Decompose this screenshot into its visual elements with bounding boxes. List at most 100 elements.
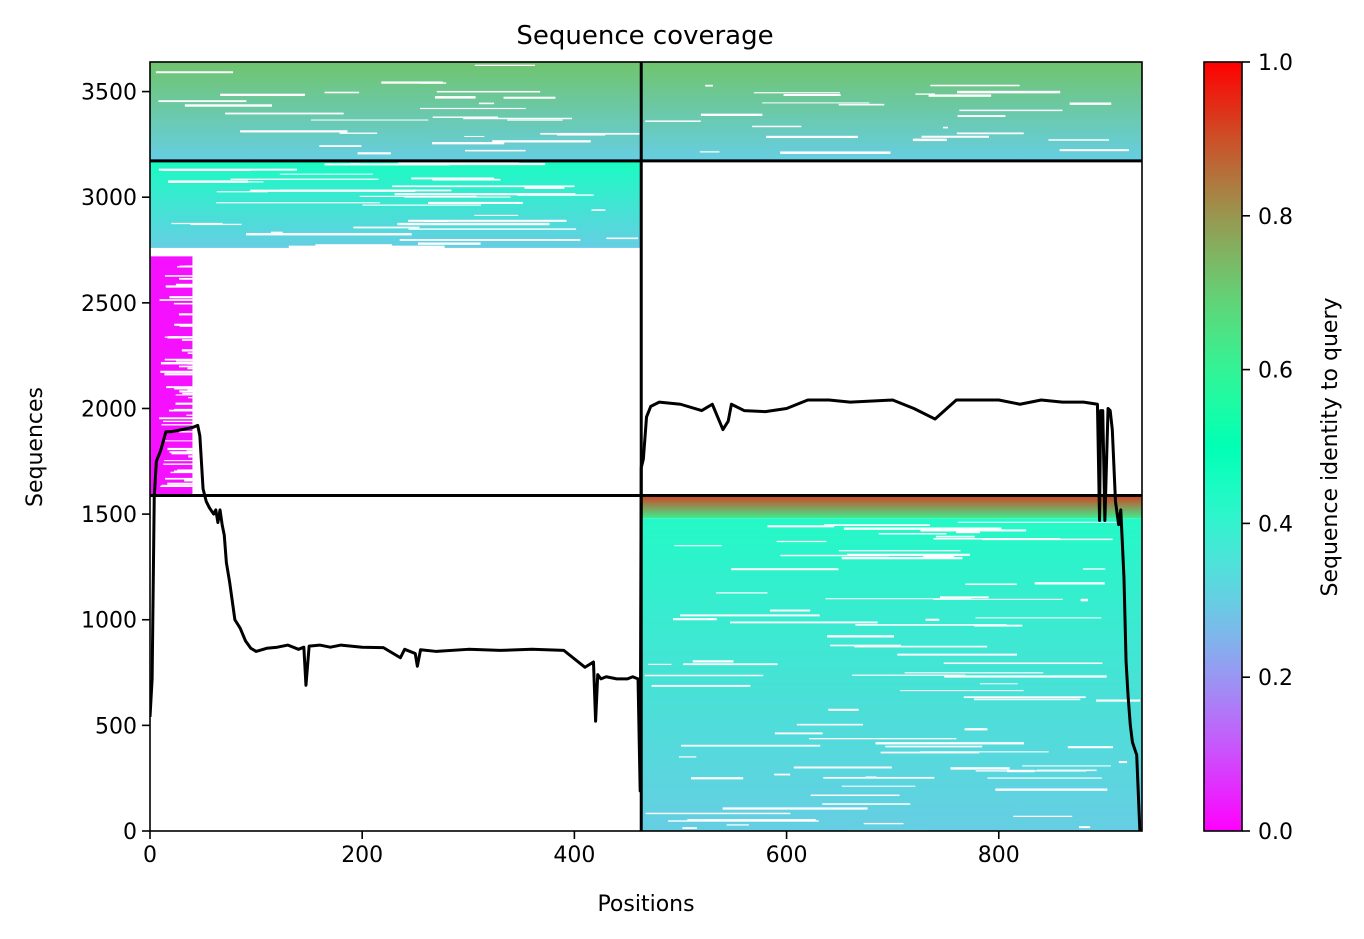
y-tick-label: 2500: [81, 292, 137, 317]
coverage-gap: [503, 96, 556, 99]
coverage-gap: [647, 663, 672, 665]
x-tick-label: 400: [553, 843, 595, 868]
coverage-gap: [1013, 815, 1073, 818]
colorbar-label: Sequence identity to query: [1318, 297, 1343, 596]
coverage-gap: [167, 180, 249, 183]
coverage-gap: [752, 125, 802, 128]
coverage-gap: [171, 452, 193, 455]
coverage-gap: [943, 126, 948, 129]
coverage-gap: [315, 244, 393, 247]
coverage-gap: [730, 621, 878, 624]
coverage-gap: [169, 451, 193, 453]
coverage-gap: [1067, 746, 1113, 749]
coverage-gap: [394, 193, 576, 196]
coverage-gap: [174, 408, 193, 411]
coverage-gap: [165, 440, 193, 442]
coverage-gap: [935, 535, 975, 538]
coverage-gap: [167, 447, 193, 451]
coverage-gap: [170, 471, 193, 474]
coverage-gap: [474, 214, 519, 216]
coverage-gap: [177, 266, 193, 268]
coverage-gap: [875, 742, 1025, 745]
coverage-gap: [174, 323, 193, 326]
coverage-gap: [404, 196, 511, 198]
coverage-gap: [173, 470, 193, 473]
coverage-gap: [824, 524, 930, 526]
coverage-gap: [230, 178, 379, 180]
coverage-gap: [1059, 149, 1129, 152]
coverage-gap: [793, 766, 892, 769]
coverage-gap: [270, 231, 283, 234]
coverage-gap: [939, 596, 989, 599]
coverage-gap: [163, 463, 193, 465]
coverage-gap: [964, 728, 988, 731]
coverage-gap: [1079, 826, 1091, 829]
coverage-gap: [774, 732, 823, 735]
coverage-gap: [863, 822, 904, 825]
coverage-gap: [159, 417, 193, 420]
x-axis-ticks: 0 200 400 600 800: [143, 831, 1020, 868]
coverage-gap: [963, 696, 1086, 699]
coverage-gap: [408, 228, 577, 230]
coverage-gap: [175, 283, 193, 287]
coverage-gap: [995, 788, 1108, 791]
coverage-gap: [240, 130, 348, 133]
coverage-gap: [319, 145, 362, 147]
coverage-gap: [591, 209, 606, 211]
y-tick-label: 1500: [81, 503, 137, 528]
coverage-gap: [216, 202, 380, 204]
coverage-gap: [847, 553, 970, 556]
coverage-gap: [164, 460, 193, 462]
coverage-gap: [324, 91, 360, 94]
coverage-gap: [987, 777, 1102, 779]
colorbar: [1204, 62, 1242, 831]
coverage-gap: [880, 751, 980, 754]
coverage-gap: [398, 162, 546, 166]
coverage-gap: [432, 116, 498, 118]
coverage-gap: [492, 140, 591, 143]
coverage-block: [641, 495, 1142, 519]
coverage-gap: [925, 618, 940, 621]
coverage-gap: [161, 484, 193, 486]
coverage-gap: [783, 93, 841, 97]
coverage-gap: [507, 119, 563, 121]
y-tick-label: 1000: [81, 609, 137, 634]
coverage-gap: [182, 392, 193, 395]
coverage-gap: [1082, 568, 1106, 570]
coverage-gap: [865, 776, 877, 778]
y-tick-label: 0: [123, 820, 137, 845]
coverage-gap: [187, 367, 193, 370]
colorbar-ticks: 0.0 0.2 0.4 0.6 0.8 1.0: [1242, 51, 1293, 845]
chart-title: Sequence coverage: [516, 21, 773, 51]
coverage-gap: [825, 598, 972, 600]
coverage-gap: [957, 521, 1117, 523]
coverage-gap: [722, 807, 868, 810]
coverage-gap: [692, 660, 734, 663]
coverage-gap: [1034, 582, 1105, 585]
coverage-gap: [155, 71, 234, 74]
coverage-gap: [982, 538, 1113, 541]
coverage-gap: [822, 803, 911, 805]
y-axis-label: Sequences: [23, 387, 48, 507]
coverage-gap: [855, 624, 1007, 626]
coverage-gap: [678, 756, 697, 758]
coverage-gap: [175, 394, 193, 396]
x-axis-label: Positions: [597, 892, 694, 917]
x-tick-label: 800: [978, 843, 1020, 868]
coverage-gap: [645, 120, 701, 122]
coverage-gap: [1006, 769, 1035, 773]
coverage-gap: [164, 373, 193, 376]
coverage-gap: [168, 409, 193, 412]
coverage-gap: [165, 477, 193, 480]
coverage-gap: [900, 690, 1024, 692]
coverage-gap: [474, 64, 535, 67]
coverage-gap: [423, 220, 449, 222]
coverage-gap: [163, 420, 193, 423]
coverage-gap: [673, 618, 717, 621]
y-tick-label: 3500: [81, 81, 137, 106]
plot-frame: [149, 61, 1143, 832]
coverage-gap: [540, 132, 640, 135]
coverage-gap: [915, 93, 935, 95]
coverage-gap: [823, 776, 935, 779]
